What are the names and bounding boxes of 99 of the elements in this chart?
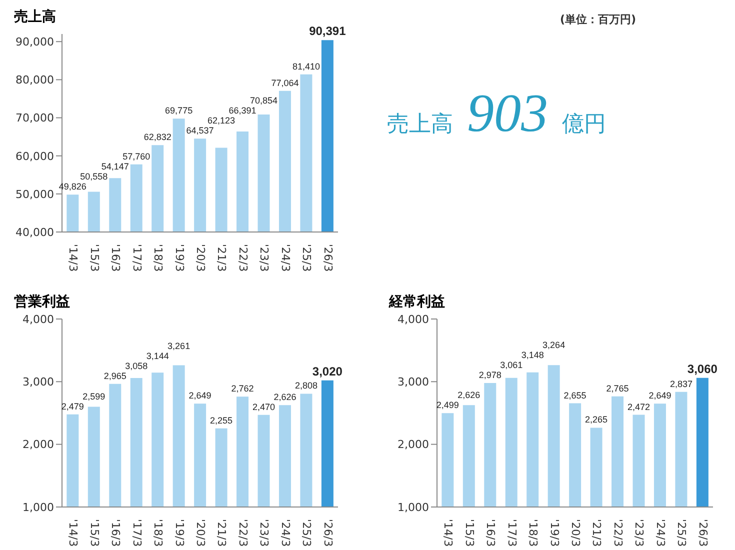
x-tick-label: '26/3 [321,519,334,547]
x-tick-label: '26/3 [696,519,710,547]
y-tick-label: 1,000 [398,500,429,514]
x-tick-label: '25/3 [675,519,688,547]
data-label: 2,626 [458,390,480,400]
x-tick-label: '22/3 [236,519,250,547]
x-tick-label: '16/3 [109,519,122,547]
x-tick-label: '20/3 [568,519,582,547]
x-tick-label: '24/3 [278,519,292,547]
x-tick-label: '23/3 [632,519,646,547]
x-tick-label: '19/3 [548,519,561,547]
y-tick-label: 4,000 [22,312,54,326]
data-label: 2,599 [82,391,106,402]
text: 億円 [562,111,606,139]
y-tick-label: 80,000 [16,74,54,87]
data-label: 90,391 [309,24,346,38]
y-tick-label: 1,000 [22,500,54,514]
x-tick-label: '22/3 [236,244,250,272]
data-label: 2,265 [585,414,608,425]
x-tick-label: '20/3 [194,519,207,547]
data-label: 2,255 [210,415,233,426]
x-tick-label: '19/3 [172,244,186,272]
x-tick-label: '15/3 [88,244,101,272]
y-tick-label: 60,000 [16,150,54,163]
data-label: 62,832 [144,132,172,142]
data-label: 2,499 [436,400,459,410]
data-label: 2,649 [188,390,212,401]
x-tick-label: '18/3 [152,244,165,272]
y-tick-label: 2,000 [398,438,429,452]
x-tick-label: '25/3 [300,519,314,547]
data-label: 70,854 [250,96,278,106]
x-tick-label: '26/3 [321,244,334,272]
x-tick-label: '23/3 [258,244,271,272]
x-tick-label: '24/3 [278,244,292,272]
data-label: 2,837 [670,378,692,389]
x-tick-label: '17/3 [130,519,144,547]
x-tick-label: '16/3 [484,519,498,547]
x-tick-label: '21/3 [215,519,228,547]
data-label: 3,148 [521,350,544,360]
y-tick-label: 4,000 [398,312,429,326]
y-tick-label: 2,000 [22,438,54,452]
data-label: 2,649 [648,390,672,401]
data-label: 54,147 [101,162,129,172]
chart-title: 売上高 [14,8,56,26]
text: 売上高 [387,111,453,139]
data-label: 49,826 [58,182,86,192]
text: 903 [467,82,548,144]
x-tick-label: '19/3 [172,519,186,547]
data-label: 3,060 [687,362,718,376]
data-label: 2,965 [104,370,126,381]
x-tick-label: '15/3 [88,519,101,547]
data-label: 2,472 [627,402,650,412]
data-label: 3,261 [168,340,190,351]
y-tick-label: 50,000 [16,188,54,201]
data-label: 3,264 [542,340,566,350]
y-tick-label: 90,000 [16,36,54,49]
data-label: 57,760 [122,151,150,162]
x-tick-label: '14/3 [66,519,80,547]
data-label: 66,391 [228,106,256,116]
data-label: 3,061 [500,360,523,370]
y-tick-label: 3,000 [398,376,429,389]
x-tick-label: '14/3 [66,244,80,272]
x-tick-label: '16/3 [109,244,122,272]
data-label: 2,655 [564,390,586,400]
chart-title: 経常利益 [389,293,445,311]
x-tick-label: '15/3 [462,519,476,547]
x-tick-label: '21/3 [590,519,604,547]
y-tick-label: 70,000 [16,112,54,125]
data-label: 3,144 [146,350,169,361]
data-label: 2,626 [274,392,296,402]
data-label: 2,978 [478,370,502,380]
x-tick-label: '20/3 [194,244,207,272]
chart-title: 営業利益 [14,293,70,311]
x-tick-label: '25/3 [300,244,314,272]
data-label: 2,470 [252,402,276,412]
data-label: 3,020 [312,364,343,378]
data-label: 2,808 [294,380,318,391]
data-label: 64,537 [186,126,214,136]
x-tick-label: '14/3 [442,519,455,547]
x-tick-label: '22/3 [611,519,624,547]
data-label: 2,762 [231,384,254,394]
data-label: 2,765 [606,383,629,394]
x-tick-label: '24/3 [654,519,667,547]
data-label: 81,410 [292,61,320,72]
data-label: 3,058 [125,360,148,371]
text: (単位：百万円) [560,12,636,27]
x-tick-label: '18/3 [152,519,165,547]
data-label: 50,558 [80,172,108,182]
x-tick-label: '17/3 [130,244,144,272]
x-tick-label: '17/3 [505,519,518,547]
y-tick-label: 40,000 [16,226,54,239]
data-label: 2,479 [61,401,84,412]
data-label: 77,064 [271,78,299,88]
x-tick-label: '21/3 [215,244,228,272]
x-tick-label: '23/3 [258,519,271,547]
data-label: 69,775 [165,106,193,116]
y-tick-label: 3,000 [22,376,54,389]
x-tick-label: '18/3 [526,519,540,547]
data-label: 62,123 [208,116,236,126]
